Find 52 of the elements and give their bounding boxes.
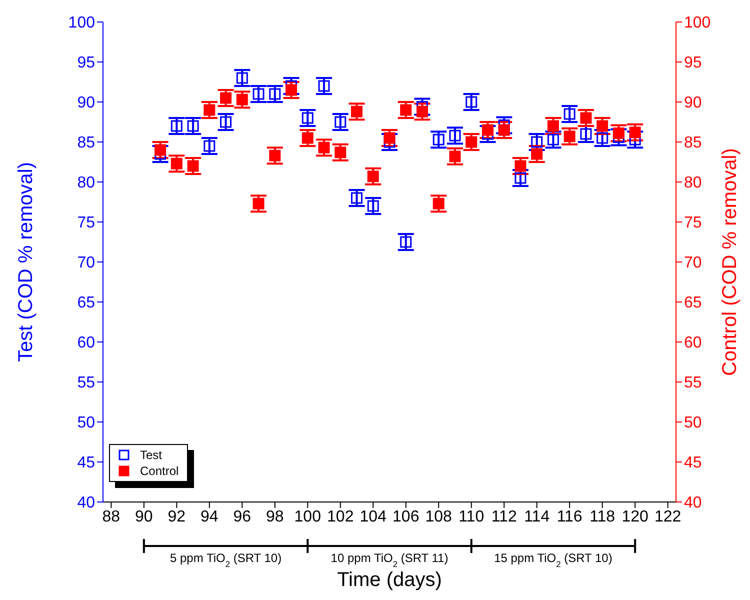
- x-tick-label: 122: [654, 508, 682, 526]
- x-tick-label: 102: [327, 508, 354, 526]
- x-tick-label: 90: [135, 508, 153, 526]
- y-tick-label: 60: [77, 334, 96, 352]
- y-tick-label: 75: [77, 214, 96, 232]
- y2-tick-label: 75: [684, 214, 702, 232]
- y2-tick-label: 90: [684, 94, 702, 112]
- y2-tick-label: 100: [684, 14, 711, 32]
- x-tick-label: 106: [392, 508, 420, 526]
- x-tick-label: 112: [491, 508, 517, 526]
- y2-tick-label: 50: [684, 414, 702, 432]
- y-tick-label: 65: [77, 294, 96, 312]
- y2-tick-label: 70: [684, 254, 702, 272]
- y-tick-label: 80: [77, 174, 96, 192]
- y2-axis-title: Control (COD % removal): [719, 148, 741, 376]
- x-tick-label: 88: [102, 508, 120, 526]
- y2-tick-label: 95: [684, 54, 702, 72]
- y-axis-title: Test (COD % removal): [15, 162, 37, 362]
- text: 5 ppm TiO$_{2}$ (SRT 10): [170, 551, 282, 569]
- text: 15 ppm TiO$_{2}$ (SRT 10): [494, 551, 612, 569]
- x-tick-label: 108: [425, 508, 452, 526]
- x-tick-label: 92: [168, 508, 186, 526]
- x-tick-label: 114: [524, 508, 550, 526]
- y-tick-label: 40: [77, 494, 96, 512]
- y2-tick-label: 55: [684, 374, 702, 392]
- x-tick-label: 96: [233, 508, 252, 526]
- x-axis-title: Time (days): [337, 569, 442, 591]
- legend-label: Control: [140, 463, 179, 479]
- y-tick-label: 70: [77, 254, 96, 272]
- y2-tick-label: 45: [684, 454, 702, 472]
- y2-tick-label: 40: [684, 494, 702, 512]
- text: 10 ppm TiO$_{2}$ (SRT 11): [330, 551, 448, 569]
- y2-tick-label: 85: [684, 134, 702, 152]
- legend-label: Test: [140, 447, 162, 463]
- y2-tick-label: 80: [684, 174, 702, 192]
- y-tick-label: 45: [77, 454, 96, 472]
- x-tick-label: 110: [458, 508, 484, 526]
- x-tick-label: 120: [622, 508, 649, 526]
- x-tick-label: 118: [590, 508, 616, 526]
- y-tick-label: 55: [77, 374, 96, 392]
- x-tick-label: 98: [266, 508, 284, 526]
- y2-tick-label: 65: [684, 294, 702, 312]
- y2-tick-label: 60: [684, 334, 702, 352]
- y-tick-label: 85: [77, 134, 96, 152]
- x-tick-label: 94: [200, 508, 218, 526]
- y-tick-label: 100: [68, 14, 96, 32]
- y-tick-label: 95: [77, 54, 96, 72]
- y-tick-label: 90: [77, 94, 96, 112]
- y-tick-label: 50: [77, 414, 96, 432]
- x-tick-label: 116: [556, 508, 582, 526]
- x-tick-label: 104: [360, 508, 387, 526]
- x-tick-label: 100: [294, 508, 322, 526]
